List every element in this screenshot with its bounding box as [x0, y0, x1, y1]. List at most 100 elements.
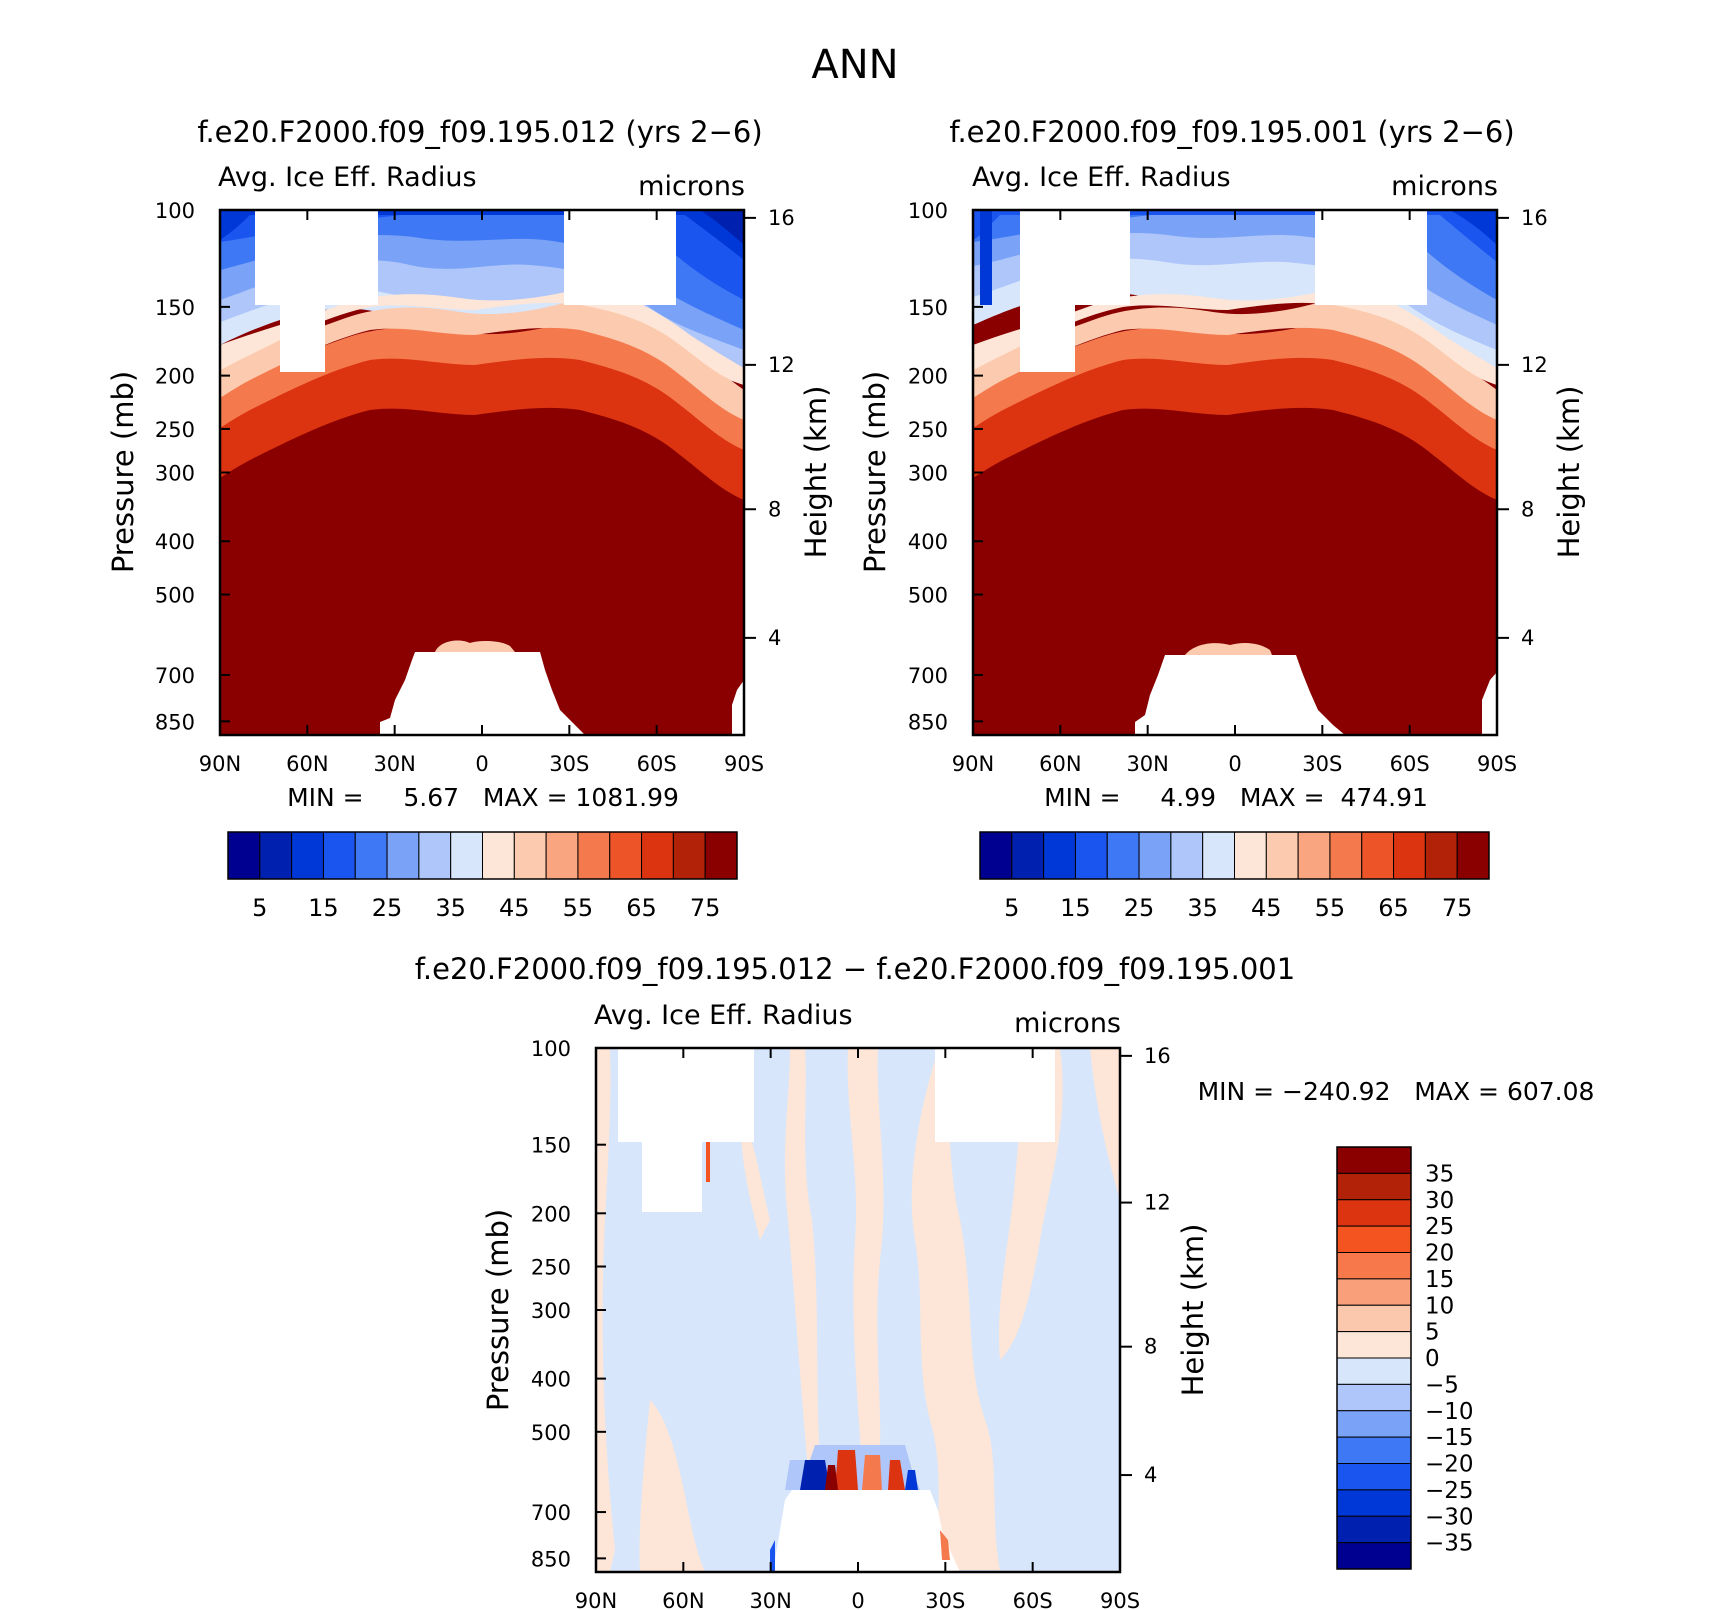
colorbar-label: 55	[563, 894, 594, 922]
colorbar-swatch	[1106, 831, 1140, 880]
x-tick-label: 30S	[549, 752, 589, 776]
colorbar-label: −30	[1425, 1504, 1474, 1530]
colorbar-frame	[1336, 1146, 1412, 1570]
x-tick-label: 0	[1228, 752, 1241, 776]
colorbar-swatch	[979, 831, 1013, 880]
colorbar-swatch	[1336, 1146, 1412, 1174]
colorbar-swatch	[1202, 831, 1235, 880]
panel-3: f.e20.F2000.f09_f09.195.012 − f.e20.F200…	[415, 952, 1595, 1610]
colorbar-label: 25	[372, 894, 403, 922]
colorbar-swatch	[1336, 1252, 1412, 1280]
colorbar-label: 5	[1004, 894, 1019, 922]
y-tick-label: 250	[908, 418, 948, 442]
panel-1-x-ticks: 90N 60N 30N 0 30S 60S 90S	[199, 210, 764, 776]
y-tick-label: 700	[908, 664, 948, 688]
panel-1-y2-ticks: 16 12 8 4	[744, 206, 795, 650]
colorbar-swatch	[1074, 831, 1108, 880]
y-tick-label: 300	[531, 1299, 571, 1323]
y2-tick-label: 16	[768, 206, 795, 230]
panel-2-y2-axis-label: Height (km)	[1552, 386, 1586, 559]
colorbar-swatch	[1265, 831, 1299, 880]
x-tick-label: 90S	[1477, 752, 1517, 776]
colorbar-swatch	[1043, 831, 1076, 880]
y2-tick-label: 16	[1521, 206, 1548, 230]
colorbar-label: 5	[252, 894, 267, 922]
panel-1-colorbar: 5 15 25 35 45 55 65 75	[227, 831, 738, 922]
y-tick-label: 150	[531, 1134, 571, 1158]
y-tick-label: 200	[531, 1202, 571, 1226]
colorbar-swatch	[1138, 831, 1172, 880]
colorbar-swatch	[1336, 1410, 1412, 1438]
y-tick-label: 300	[908, 462, 948, 486]
panel-3-title: f.e20.F2000.f09_f09.195.012 − f.e20.F200…	[415, 952, 1295, 986]
panel-2-y2-ticks: 16 12 8 4	[1497, 206, 1548, 650]
x-tick-label: 60S	[637, 752, 677, 776]
colorbar-swatch	[1234, 831, 1267, 880]
y2-tick-label: 4	[1144, 1463, 1157, 1487]
colorbar-label: 25	[1425, 1214, 1454, 1240]
colorbar-label: 75	[1442, 894, 1473, 922]
y-tick-label: 100	[155, 199, 195, 223]
panel-3-stats: MIN = −240.92 MAX = 607.08	[1198, 1077, 1595, 1106]
colorbar-swatch	[450, 831, 483, 880]
panel-3-y2-axis-label: Height (km)	[1176, 1224, 1210, 1397]
x-tick-label: 90N	[575, 1589, 617, 1610]
y2-tick-label: 8	[768, 497, 781, 521]
colorbar-swatch	[609, 831, 643, 880]
y-tick-label: 200	[155, 365, 195, 389]
panel-2-colorbar: 5 15 25 35 45 55 65 75	[979, 831, 1490, 922]
colorbar-label: 55	[1315, 894, 1346, 922]
x-tick-label: 90S	[1100, 1589, 1140, 1610]
x-tick-label: 60N	[286, 752, 328, 776]
panel-2-y-axis-label: Pressure (mb)	[858, 371, 892, 573]
x-tick-label: 60S	[1013, 1589, 1053, 1610]
colorbar-label: 45	[499, 894, 530, 922]
y-tick-label: 150	[155, 296, 195, 320]
x-tick-label: 0	[475, 752, 488, 776]
colorbar-swatch	[1336, 1304, 1412, 1333]
y-tick-label: 500	[155, 584, 195, 608]
panel-2: f.e20.F2000.f09_f09.195.001 (yrs 2−6) Av…	[858, 115, 1586, 922]
x-tick-label: 90S	[724, 752, 764, 776]
colorbar-swatch	[1329, 831, 1363, 880]
panel-3-y-ticks: 100 150 200 250 300 400 500 700 850	[531, 1037, 606, 1571]
x-tick-label: 30S	[1302, 752, 1342, 776]
colorbar-swatch	[1336, 1489, 1412, 1517]
colorbar-label: 15	[1060, 894, 1091, 922]
panel-1-y-ticks: 100 150 200 250 300 400 500 700 850	[155, 199, 230, 734]
figure-title: ANN	[811, 42, 898, 88]
colorbar-swatch	[1170, 831, 1204, 880]
panel-2-y-ticks: 100 150 200 250 300 400 500 700 850	[908, 199, 983, 734]
panel-2-plot-field	[973, 210, 1497, 735]
y-tick-label: 300	[155, 462, 195, 486]
panel-1-y-axis-label: Pressure (mb)	[106, 371, 140, 573]
colorbar-swatch	[482, 831, 515, 880]
y-tick-label: 700	[531, 1501, 571, 1525]
y-tick-label: 500	[908, 584, 948, 608]
y-tick-label: 200	[908, 365, 948, 389]
colorbar-label: 15	[1425, 1267, 1454, 1293]
panel-1-plot-field	[220, 210, 744, 735]
colorbar-swatch	[513, 831, 547, 880]
colorbar-label: 65	[1378, 894, 1409, 922]
colorbar-label: 5	[1425, 1320, 1440, 1346]
colorbar-label: 15	[308, 894, 339, 922]
panel-2-stats: MIN = 4.99 MAX = 474.91	[1044, 783, 1428, 812]
colorbar-label: 35	[1425, 1161, 1454, 1187]
x-tick-label: 30N	[373, 752, 415, 776]
panel-3-y-axis-label: Pressure (mb)	[481, 1209, 515, 1411]
y2-tick-label: 12	[1521, 353, 1548, 377]
colorbar-swatch	[1456, 831, 1490, 880]
panel-3-units-label: microns	[1014, 1008, 1121, 1039]
y-tick-label: 400	[531, 1368, 571, 1392]
colorbar-swatch	[1336, 1515, 1412, 1544]
colorbar-swatch	[1336, 1172, 1412, 1201]
panel-1: f.e20.F2000.f09_f09.195.012 (yrs 2−6) Av…	[106, 115, 833, 922]
panel-2-title: f.e20.F2000.f09_f09.195.001 (yrs 2−6)	[949, 115, 1514, 149]
x-tick-label: 30N	[1126, 752, 1168, 776]
panel-2-units-label: microns	[1391, 171, 1498, 202]
colorbar-label: 45	[1251, 894, 1282, 922]
colorbar-label: 10	[1425, 1293, 1454, 1319]
colorbar-swatch	[322, 831, 356, 880]
